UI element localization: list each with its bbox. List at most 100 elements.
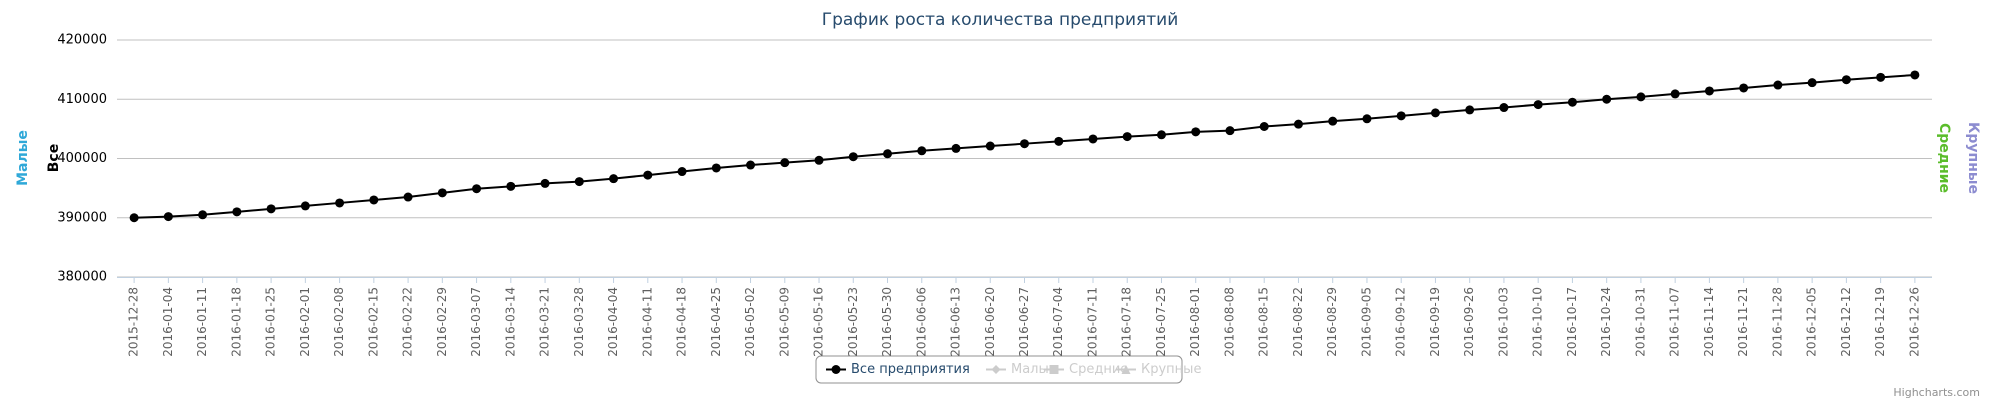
x-tick-label: 2016-02-22 (401, 287, 415, 357)
x-tick-label: 2016-07-11 (1085, 287, 1099, 357)
x-tick-label: 2016-05-09 (777, 287, 791, 357)
data-point (1670, 89, 1680, 99)
axis-title: Все (46, 144, 62, 172)
x-tick-label: 2016-10-10 (1531, 287, 1545, 357)
credits[interactable]: Highcharts.com (1893, 386, 1980, 399)
data-point (985, 141, 995, 151)
x-tick-label: 2016-11-14 (1702, 287, 1716, 357)
data-point (163, 212, 173, 222)
x-tick-label: 2016-04-11 (640, 287, 654, 357)
x-tick-label: 2015-12-28 (127, 287, 141, 357)
axis-title: Малые (15, 130, 31, 186)
axis-title: Крупные (1965, 122, 1981, 194)
data-point (1533, 100, 1543, 110)
x-tick-label: 2016-02-29 (435, 287, 449, 357)
x-tick-label: 2016-05-16 (812, 287, 826, 357)
legend-marker (991, 365, 1001, 374)
legend-marker (831, 365, 841, 374)
data-point (848, 152, 858, 162)
data-point (1841, 75, 1851, 85)
data-point (540, 178, 550, 188)
data-point (335, 198, 345, 208)
data-point (1362, 114, 1372, 124)
data-point (369, 195, 379, 205)
x-tick-label: 2016-12-05 (1805, 287, 1819, 357)
data-point (1807, 78, 1817, 88)
x-tick-label: 2016-02-15 (366, 287, 380, 357)
x-tick-label: 2016-03-07 (469, 287, 483, 357)
x-tick-label: 2016-11-07 (1668, 287, 1682, 357)
x-tick-label: 2016-09-12 (1394, 287, 1408, 357)
data-point (198, 210, 208, 220)
legend-label[interactable]: Крупные (1141, 362, 1201, 377)
data-point (1876, 72, 1886, 82)
legend-marker (1121, 365, 1131, 374)
x-tick-label: 2016-06-06 (914, 287, 928, 357)
x-tick-label: 2016-08-08 (1222, 287, 1236, 357)
x-tick-label: 2016-05-30 (880, 287, 894, 357)
x-tick-label: 2016-04-25 (709, 287, 723, 357)
data-point (780, 158, 790, 168)
data-point (1704, 86, 1714, 96)
data-point (1122, 132, 1132, 142)
x-tick-label: 2016-08-29 (1325, 287, 1339, 357)
data-point (506, 181, 516, 191)
x-tick-label: 2016-02-08 (332, 287, 346, 357)
x-tick-label: 2016-10-24 (1599, 287, 1613, 357)
x-tick-label: 2016-04-04 (606, 287, 620, 357)
data-point (1636, 92, 1646, 102)
data-point (1499, 103, 1509, 113)
data-point (1225, 126, 1235, 136)
x-tick-label: 2016-06-20 (983, 287, 997, 357)
x-tick-label: 2016-05-02 (743, 287, 757, 357)
data-point (300, 201, 310, 211)
x-tick-label: 2016-12-19 (1873, 287, 1887, 357)
data-point (1465, 105, 1475, 115)
data-point (883, 149, 893, 159)
data-point (1156, 130, 1166, 140)
data-point (1054, 136, 1064, 146)
legend-box (815, 355, 1183, 384)
x-tick-label: 2016-05-23 (846, 287, 860, 357)
data-point (1020, 139, 1029, 149)
axis-title: Средние (1936, 123, 1952, 193)
data-point (1293, 119, 1303, 129)
x-tick-label: 2016-01-04 (161, 287, 175, 357)
x-tick-label: 2016-01-25 (264, 287, 278, 357)
legend-label[interactable]: Средние (1069, 362, 1128, 377)
x-tick-label: 2016-01-11 (195, 287, 209, 357)
x-tick-label: 2016-03-28 (572, 287, 586, 357)
data-point (609, 174, 619, 184)
data-point (1773, 80, 1783, 90)
data-point (232, 207, 242, 217)
data-point (951, 143, 961, 153)
x-tick-label: 2016-04-18 (675, 287, 689, 357)
x-tick-label: 2016-02-01 (298, 287, 312, 357)
y-tick-label: 400000 (57, 151, 107, 166)
data-point (1910, 70, 1920, 80)
x-tick-label: 2016-09-26 (1462, 287, 1476, 357)
data-point (1191, 127, 1201, 137)
legend-label[interactable]: Малые (1011, 362, 1057, 377)
data-point (1259, 122, 1269, 132)
x-tick-label: 2016-10-03 (1496, 287, 1510, 357)
x-tick-label: 2016-06-13 (949, 287, 963, 357)
x-tick-label: 2016-09-19 (1428, 287, 1442, 357)
data-point (1396, 111, 1406, 121)
x-tick-label: 2016-11-28 (1770, 287, 1784, 357)
legend-label[interactable]: Все предприятия (851, 362, 970, 377)
data-point (437, 188, 447, 198)
x-tick-label: 2016-07-25 (1154, 287, 1168, 357)
x-tick-label: 2016-10-31 (1633, 287, 1647, 357)
x-tick-label: 2016-07-18 (1120, 287, 1134, 357)
x-tick-label: 2016-01-18 (229, 287, 243, 357)
x-tick-label: 2016-11-21 (1736, 287, 1750, 357)
data-point (472, 184, 482, 194)
data-point (574, 177, 584, 187)
y-tick-label: 390000 (57, 210, 107, 225)
data-point (1567, 97, 1577, 107)
x-tick-label: 2016-03-21 (538, 287, 552, 357)
data-point (1328, 116, 1338, 126)
data-point (129, 213, 139, 223)
